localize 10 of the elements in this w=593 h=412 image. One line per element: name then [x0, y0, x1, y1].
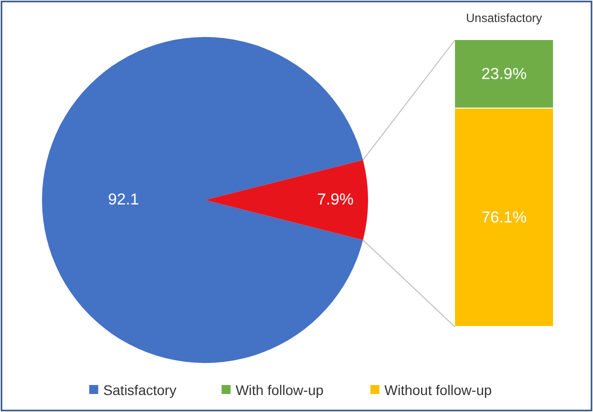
data-label: 92.1 — [108, 192, 140, 208]
legend-label: Without follow-up — [384, 382, 492, 398]
legend-label: With follow-up — [236, 382, 324, 398]
pie-slice — [42, 37, 364, 363]
legend-label: Satisfactory — [103, 382, 176, 398]
data-label: 7.9% — [317, 192, 354, 208]
data-label: 76.1% — [481, 209, 527, 226]
pie-slice — [205, 160, 368, 240]
chart-title: Unsatisfactory — [466, 11, 542, 25]
data-label: 23.9% — [481, 66, 527, 83]
